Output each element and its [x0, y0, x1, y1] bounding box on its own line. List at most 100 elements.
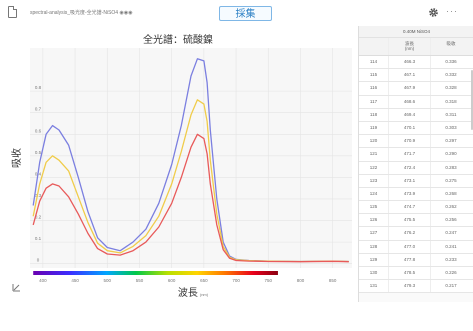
- spectrum-chart-svg: 00.10.20.30.40.50.60.70.8 400 450 500 550 60…: [10, 33, 352, 299]
- x-tick-label: 550: [136, 278, 144, 283]
- row-index: 128: [359, 240, 389, 253]
- row-wavelength: 471.7: [389, 148, 431, 161]
- row-wavelength: 477.8: [389, 253, 431, 266]
- row-absorbance: 0.336: [445, 59, 457, 64]
- table-row[interactable]: 119 470.1 0.303: [359, 121, 473, 136]
- wavelength-column-header[interactable]: 波長 (nm): [389, 38, 431, 55]
- table-row[interactable]: 125 474.7 0.262: [359, 201, 473, 215]
- row-index: 123: [359, 174, 389, 187]
- visible-spectrum-bar: [33, 271, 278, 275]
- y-tick-label: 0.3: [35, 193, 42, 198]
- row-index: 114: [359, 56, 389, 69]
- x-axis-label: 波長 (nm): [178, 286, 209, 299]
- row-index: 121: [359, 148, 389, 161]
- row-absorbance: 0.297: [445, 138, 457, 144]
- row-wavelength: 477.0: [389, 240, 431, 253]
- document-icon[interactable]: [8, 6, 17, 18]
- row-absorbance: 0.283: [445, 164, 457, 170]
- row-index: 120: [359, 135, 389, 148]
- y-tick-label: 0.5: [35, 150, 42, 155]
- x-tick-label: 500: [104, 278, 112, 283]
- table-row[interactable]: 124 473.9 0.268: [359, 187, 473, 202]
- row-index: 122: [359, 161, 389, 174]
- row-absorbance: 0.268: [445, 190, 457, 196]
- table-row[interactable]: 122 472.4 0.283: [359, 161, 473, 175]
- row-absorbance: 0.217: [445, 283, 457, 289]
- series-line-3[interactable]: [32, 133, 349, 263]
- y-tick-label: 0.2: [35, 215, 42, 220]
- row-index: 124: [359, 187, 389, 201]
- spectrum-chart[interactable]: 0 0.1 0.2 0.3 0.4 0.5 0.6 0.7 0.8 400 450 500 550 60…: [0, 26, 358, 306]
- row-index: 126: [359, 214, 389, 227]
- row-index: 125: [359, 201, 389, 214]
- row-index: 115: [359, 69, 389, 82]
- collect-button[interactable]: 採集: [219, 6, 272, 21]
- row-wavelength: 470.9: [389, 135, 431, 148]
- row-wavelength: 479.3: [389, 280, 431, 293]
- x-tick-label: 650: [200, 278, 208, 283]
- row-wavelength: 475.5: [389, 214, 431, 227]
- top-toolbar: spectral-analysis_吸光度-全光譜-NiSO4 ◉◉◉ 採集 ·…: [0, 0, 473, 26]
- row-absorbance: 0.241: [445, 243, 457, 249]
- row-wavelength: 473.1: [389, 174, 431, 187]
- x-tick-label: 600: [168, 278, 176, 283]
- x-tick-label: 850: [329, 278, 337, 283]
- row-absorbance: 0.332: [445, 72, 457, 78]
- more-menu-button[interactable]: ···: [446, 6, 458, 16]
- table-row[interactable]: 123 473.1 0.275: [359, 174, 473, 188]
- y-tick-label: 0.1: [35, 236, 42, 241]
- row-index: 131: [359, 280, 389, 293]
- x-tick-label: 800: [297, 278, 305, 283]
- table-row[interactable]: 116 467.9 0.328: [359, 82, 473, 96]
- x-tick-label: 750: [265, 278, 273, 283]
- y-tick-label: 0: [37, 258, 40, 263]
- table-title: 0.40M NiSO4: [359, 26, 473, 38]
- table-row[interactable]: 120 470.9 0.297: [359, 135, 473, 149]
- row-absorbance: 0.233: [445, 256, 457, 262]
- row-absorbance: 0.247: [445, 230, 457, 236]
- plot-area[interactable]: [30, 48, 352, 268]
- x-tick-label: 700: [232, 278, 240, 283]
- index-column-header: [359, 38, 389, 55]
- row-wavelength: 470.1: [389, 121, 431, 135]
- table-row[interactable]: 117 468.6 0.318: [359, 95, 473, 109]
- table-row[interactable]: 115 467.1 0.332: [359, 69, 473, 83]
- row-absorbance: 0.275: [445, 177, 457, 183]
- table-row[interactable]: 128 477.0 0.241: [359, 240, 473, 254]
- row-absorbance: 0.303: [445, 124, 457, 130]
- row-absorbance: 0.318: [445, 98, 457, 104]
- row-index: 127: [359, 227, 389, 240]
- table-row[interactable]: 129 477.8 0.233: [359, 253, 473, 267]
- row-wavelength: 466.3: [389, 56, 431, 69]
- row-wavelength: 473.9: [389, 187, 431, 201]
- row-index: 129: [359, 253, 389, 266]
- row-wavelength: 468.6: [389, 95, 431, 108]
- absorbance-column-header[interactable]: 吸收: [446, 41, 456, 46]
- row-absorbance: 0.226: [445, 270, 457, 275]
- row-index: 118: [359, 108, 389, 121]
- row-wavelength: 476.2: [389, 227, 431, 240]
- table-row[interactable]: 130 478.5 0.226: [359, 267, 473, 281]
- row-wavelength: 467.1: [389, 69, 431, 82]
- table-row[interactable]: 118 469.4 0.311: [359, 108, 473, 122]
- table-row[interactable]: 126 475.5 0.256: [359, 214, 473, 228]
- y-tick-label: 0.6: [35, 128, 42, 133]
- data-table[interactable]: 0.40M NiSO4 波長 (nm) 吸收 114 466.3 0.336 115 4…: [358, 26, 473, 302]
- chart-title: 全光譜：硫酸鎳: [143, 33, 213, 46]
- row-wavelength: 467.9: [389, 82, 431, 95]
- row-index: 117: [359, 95, 389, 108]
- table-scrollbar[interactable]: [471, 70, 473, 130]
- row-absorbance: 0.311: [445, 111, 457, 117]
- table-row[interactable]: 127 476.2 0.247: [359, 227, 473, 241]
- table-row[interactable]: 121 471.7 0.290: [359, 148, 473, 162]
- table-row[interactable]: 114 466.3 0.336: [359, 56, 473, 70]
- expand-icon[interactable]: [12, 284, 20, 292]
- y-tick-label: 0.7: [35, 107, 42, 112]
- x-tick-label: 450: [71, 278, 79, 283]
- row-absorbance: 0.328: [445, 85, 457, 91]
- x-tick-label: 400: [39, 278, 47, 283]
- y-axis-label: 吸收: [10, 148, 23, 168]
- gear-icon[interactable]: [428, 7, 439, 18]
- file-name: spectral-analysis_吸光度-全光譜-NiSO4 ◉◉◉: [30, 10, 133, 16]
- table-row[interactable]: 131 479.3 0.217: [359, 280, 473, 294]
